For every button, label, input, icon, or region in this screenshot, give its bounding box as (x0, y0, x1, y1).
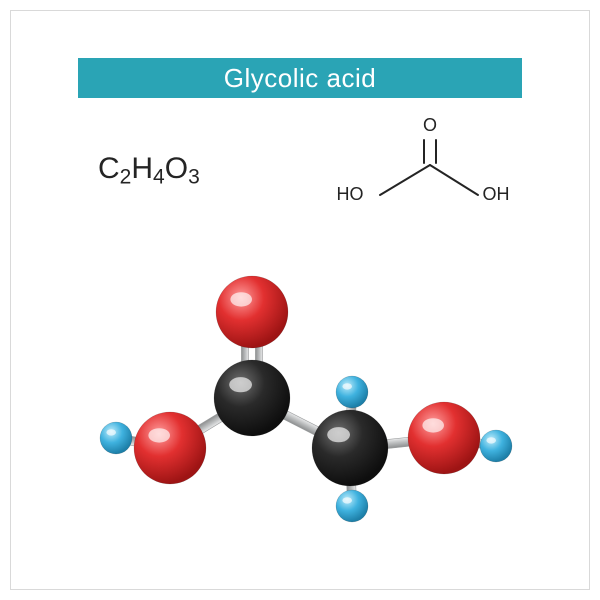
skeletal-label: O (423, 115, 437, 135)
atom-h (480, 430, 512, 462)
atom-c (312, 410, 388, 486)
molecule-svg: O OH HO (0, 0, 600, 600)
atom-h (100, 422, 132, 454)
atom-highlight (342, 497, 352, 503)
skeletal-label: OH (483, 184, 510, 204)
skeletal-label: HO (337, 184, 364, 204)
atom-highlight (486, 437, 496, 443)
atoms-group (100, 276, 512, 522)
skeletal-formula: O OH HO (337, 115, 510, 204)
atom-highlight (327, 427, 350, 442)
atom-highlight (106, 429, 116, 435)
atom-highlight (230, 292, 252, 306)
atom-highlight (342, 383, 352, 389)
atom-o (408, 402, 480, 474)
atom-highlight (422, 418, 444, 432)
atom-o (134, 412, 206, 484)
atom-highlight (148, 428, 170, 442)
atom-o (216, 276, 288, 348)
atom-highlight (229, 377, 252, 392)
atom-h (336, 490, 368, 522)
atom-c (214, 360, 290, 436)
atom-h (336, 376, 368, 408)
